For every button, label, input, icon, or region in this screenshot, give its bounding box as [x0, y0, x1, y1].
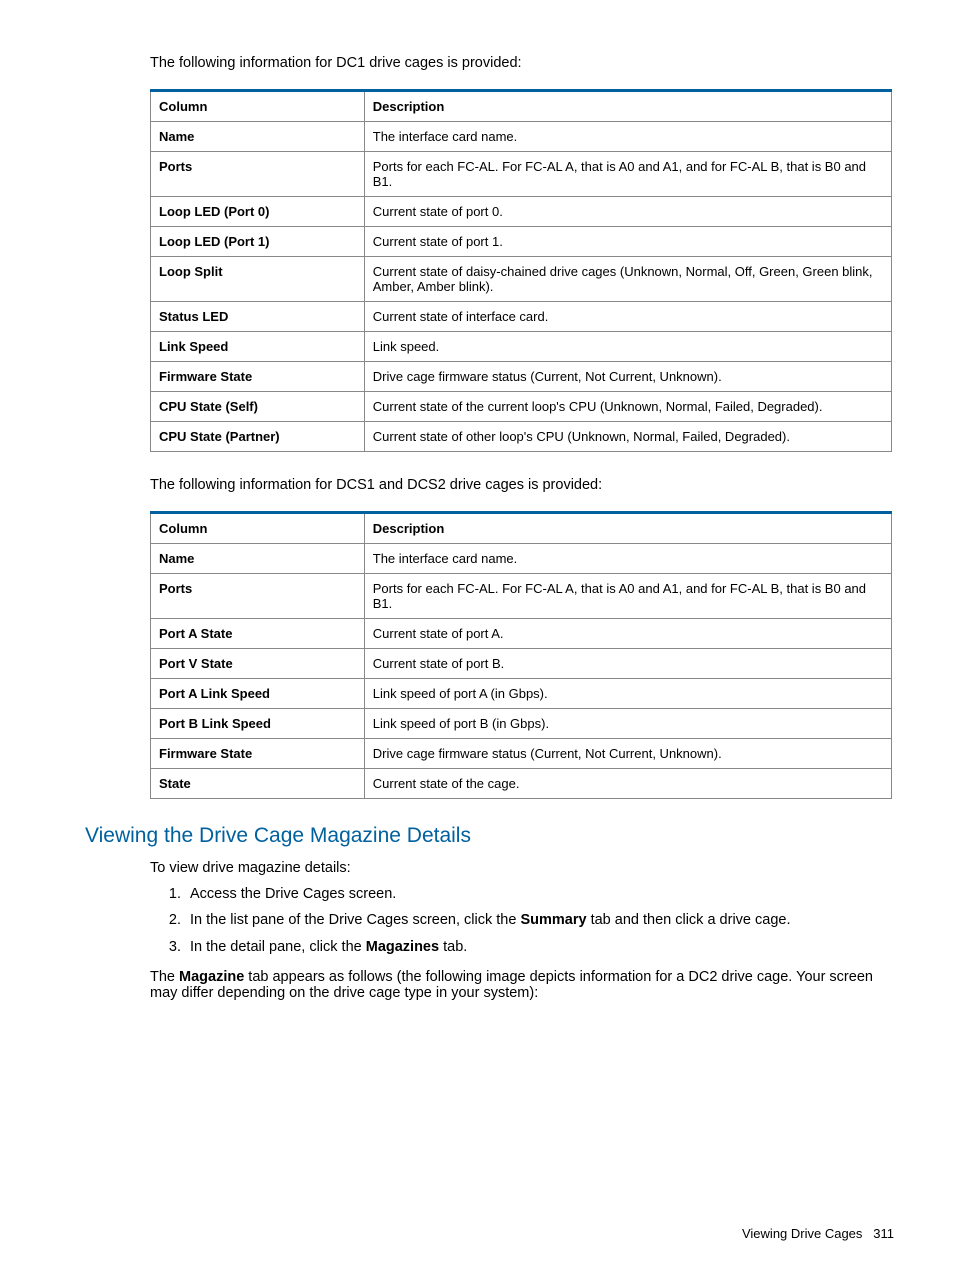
cell-column: Firmware State — [151, 362, 365, 392]
cell-description: Current state of port B. — [364, 649, 891, 679]
cell-description: Drive cage firmware status (Current, Not… — [364, 362, 891, 392]
step3-pre: In the detail pane, click the — [190, 939, 366, 955]
cell-column: Loop LED (Port 0) — [151, 197, 365, 227]
table-row: NameThe interface card name. — [151, 544, 892, 574]
cell-column: Port V State — [151, 649, 365, 679]
view-intro: To view drive magazine details: — [150, 860, 894, 876]
cell-description: Current state of the current loop's CPU … — [364, 392, 891, 422]
cell-column: Link Speed — [151, 332, 365, 362]
cell-column: Port A Link Speed — [151, 679, 365, 709]
cell-column: Loop Split — [151, 257, 365, 302]
table-row: Loop LED (Port 1)Current state of port 1… — [151, 227, 892, 257]
table-row: Port B Link SpeedLink speed of port B (i… — [151, 709, 892, 739]
cell-column: State — [151, 769, 365, 799]
table-row: Status LEDCurrent state of interface car… — [151, 302, 892, 332]
table-row: Link SpeedLink speed. — [151, 332, 892, 362]
cell-column: Name — [151, 122, 365, 152]
cell-column: Status LED — [151, 302, 365, 332]
step2-bold: Summary — [520, 912, 586, 928]
step2-pre: In the list pane of the Drive Cages scre… — [190, 912, 520, 928]
note-pre: The — [150, 969, 179, 985]
cell-column: Firmware State — [151, 739, 365, 769]
header-description: Description — [364, 91, 891, 122]
table-row: StateCurrent state of the cage. — [151, 769, 892, 799]
cell-column: Ports — [151, 152, 365, 197]
cell-description: Current state of other loop's CPU (Unkno… — [364, 422, 891, 452]
table-row: Loop SplitCurrent state of daisy-chained… — [151, 257, 892, 302]
table-row: Port A Link SpeedLink speed of port A (i… — [151, 679, 892, 709]
table-row: CPU State (Partner)Current state of othe… — [151, 422, 892, 452]
cell-description: Current state of interface card. — [364, 302, 891, 332]
cell-column: Port A State — [151, 619, 365, 649]
cell-description: Current state of port 1. — [364, 227, 891, 257]
cell-description: Link speed of port A (in Gbps). — [364, 679, 891, 709]
intro-text-2: The following information for DCS1 and D… — [150, 477, 894, 493]
note-text: The Magazine tab appears as follows (the… — [150, 969, 894, 1001]
cell-description: Link speed of port B (in Gbps). — [364, 709, 891, 739]
header-column: Column — [151, 513, 365, 544]
table-row: NameThe interface card name. — [151, 122, 892, 152]
cell-column: CPU State (Self) — [151, 392, 365, 422]
step3-post: tab. — [439, 939, 467, 955]
steps-list: Access the Drive Cages screen. In the li… — [150, 884, 894, 957]
cell-description: The interface card name. — [364, 544, 891, 574]
cell-column: Loop LED (Port 1) — [151, 227, 365, 257]
note-bold: Magazine — [179, 969, 244, 985]
table-header-row: Column Description — [151, 513, 892, 544]
cell-column: Port B Link Speed — [151, 709, 365, 739]
table-row: Port V StateCurrent state of port B. — [151, 649, 892, 679]
header-column: Column — [151, 91, 365, 122]
cell-column: Ports — [151, 574, 365, 619]
cell-column: CPU State (Partner) — [151, 422, 365, 452]
note-post: tab appears as follows (the following im… — [150, 969, 873, 1001]
table-row: Firmware StateDrive cage firmware status… — [151, 739, 892, 769]
table-dc1: Column Description NameThe interface car… — [150, 89, 892, 452]
cell-description: Current state of daisy-chained drive cag… — [364, 257, 891, 302]
cell-description: Current state of port A. — [364, 619, 891, 649]
step-3: In the detail pane, click the Magazines … — [185, 937, 894, 957]
cell-description: Link speed. — [364, 332, 891, 362]
intro-text-1: The following information for DC1 drive … — [150, 55, 894, 71]
table-dcs: Column Description NameThe interface car… — [150, 511, 892, 799]
cell-description: Drive cage firmware status (Current, Not… — [364, 739, 891, 769]
table-header-row: Column Description — [151, 91, 892, 122]
cell-description: Ports for each FC-AL. For FC-AL A, that … — [364, 574, 891, 619]
footer: Viewing Drive Cages 311 — [742, 1226, 894, 1241]
table-row: Firmware StateDrive cage firmware status… — [151, 362, 892, 392]
step3-bold: Magazines — [366, 939, 439, 955]
cell-description: Current state of port 0. — [364, 197, 891, 227]
step-2: In the list pane of the Drive Cages scre… — [185, 910, 894, 930]
table-row: Port A StateCurrent state of port A. — [151, 619, 892, 649]
section-heading: Viewing the Drive Cage Magazine Details — [85, 824, 894, 848]
header-description: Description — [364, 513, 891, 544]
cell-column: Name — [151, 544, 365, 574]
cell-description: Ports for each FC-AL. For FC-AL A, that … — [364, 152, 891, 197]
step2-post: tab and then click a drive cage. — [587, 912, 791, 928]
table-row: PortsPorts for each FC-AL. For FC-AL A, … — [151, 152, 892, 197]
table-row: CPU State (Self)Current state of the cur… — [151, 392, 892, 422]
table-row: Loop LED (Port 0)Current state of port 0… — [151, 197, 892, 227]
cell-description: Current state of the cage. — [364, 769, 891, 799]
step-1: Access the Drive Cages screen. — [185, 884, 894, 904]
footer-page: 311 — [873, 1226, 894, 1241]
cell-description: The interface card name. — [364, 122, 891, 152]
table-row: PortsPorts for each FC-AL. For FC-AL A, … — [151, 574, 892, 619]
footer-text: Viewing Drive Cages — [742, 1226, 862, 1241]
